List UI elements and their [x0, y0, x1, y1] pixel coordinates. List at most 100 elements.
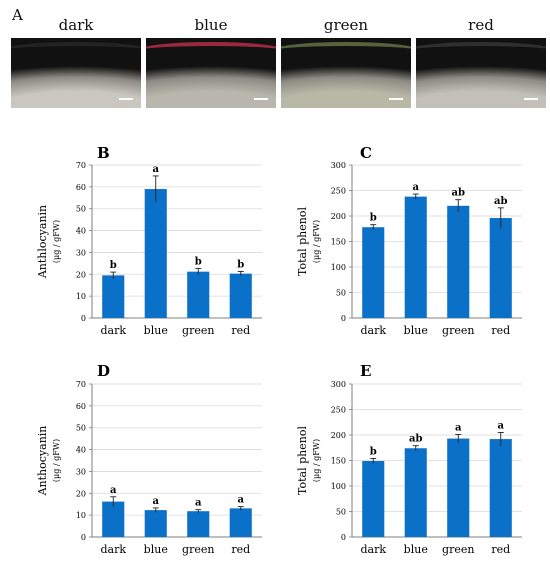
y-tick-label: 70 — [76, 380, 86, 389]
x-tick-label: dark — [100, 324, 126, 337]
y-tick-label: 50 — [76, 205, 86, 214]
y-tick-label: 70 — [76, 161, 86, 170]
x-tick-label: dark — [100, 543, 126, 556]
significance-letter: a — [110, 485, 117, 496]
y-axis-unit: (μg / gFW) — [312, 220, 321, 263]
photo-dark — [11, 38, 141, 108]
significance-letter: b — [370, 213, 377, 224]
y-tick-label: 40 — [76, 446, 86, 455]
x-tick-label: dark — [360, 324, 386, 337]
significance-letter: a — [238, 495, 245, 506]
bar-dark — [362, 461, 385, 537]
photo-label-dark: dark — [58, 16, 94, 34]
significance-letter: a — [455, 422, 462, 433]
y-tick-label: 40 — [76, 227, 86, 236]
bar-green — [447, 438, 470, 537]
panel-label-c: C — [360, 144, 372, 162]
panel-label-b: B — [97, 144, 110, 162]
y-tick-label: 50 — [76, 424, 86, 433]
panel-label-a: A — [12, 6, 23, 24]
bar-red — [489, 439, 512, 537]
surface-rim — [146, 42, 276, 60]
bar-blue — [144, 189, 167, 318]
photo-green — [281, 38, 411, 108]
x-tick-label: red — [491, 543, 510, 556]
y-tick-label: 10 — [76, 511, 86, 520]
y-tick-label: 150 — [331, 457, 346, 466]
y-tick-label: 200 — [331, 212, 346, 221]
scale-bar — [254, 98, 268, 100]
significance-letter: ab — [494, 196, 507, 207]
significance-letter: b — [370, 446, 377, 457]
bar-red — [229, 508, 252, 537]
x-tick-label: red — [231, 324, 250, 337]
y-axis-unit: (μg / gFW) — [52, 220, 61, 263]
y-tick-label: 100 — [331, 263, 346, 272]
x-tick-label: green — [442, 324, 474, 337]
significance-letter: ab — [409, 434, 422, 445]
y-axis-label: Total phenol — [296, 207, 309, 276]
significance-letter: ab — [452, 188, 465, 199]
significance-letter: b — [237, 259, 244, 270]
y-tick-label: 50 — [336, 289, 346, 298]
y-tick-label: 0 — [341, 533, 346, 542]
y-tick-label: 100 — [331, 482, 346, 491]
y-tick-label: 20 — [76, 489, 86, 498]
y-axis-unit: (μg / gFW) — [312, 439, 321, 482]
x-tick-label: blue — [144, 543, 168, 556]
photo-label-blue: blue — [194, 16, 228, 34]
x-tick-label: blue — [404, 543, 428, 556]
y-tick-label: 10 — [76, 292, 86, 301]
scale-bar — [389, 98, 403, 100]
x-tick-label: blue — [144, 324, 168, 337]
bar-blue — [404, 448, 427, 537]
surface-rim — [11, 42, 141, 60]
panel-label-e: E — [360, 362, 371, 380]
bar-dark — [102, 501, 125, 537]
y-tick-label: 250 — [331, 406, 346, 415]
bar-green — [187, 511, 210, 537]
photo-label-red: red — [468, 16, 494, 34]
y-tick-label: 300 — [331, 380, 346, 389]
y-axis-label: Anthlocyanin — [36, 205, 49, 279]
significance-letter: a — [498, 420, 505, 431]
y-tick-label: 0 — [81, 533, 86, 542]
bar-green — [187, 271, 210, 318]
bar-red — [229, 273, 252, 318]
bar-red — [489, 218, 512, 318]
bar-dark — [362, 227, 385, 318]
bar-green — [447, 205, 470, 318]
bar-blue — [144, 510, 167, 537]
significance-letter: a — [153, 496, 160, 507]
y-axis-label: Total phenol — [296, 426, 309, 495]
y-tick-label: 60 — [76, 183, 86, 192]
significance-letter: a — [153, 164, 160, 175]
y-tick-label: 250 — [331, 187, 346, 196]
x-tick-label: blue — [404, 324, 428, 337]
y-axis-label: Anthocyanin — [36, 426, 49, 497]
x-tick-label: green — [182, 324, 214, 337]
panel-label-d: D — [97, 362, 110, 380]
y-axis-unit: (μg / gFW) — [52, 439, 61, 482]
x-tick-label: red — [231, 543, 250, 556]
scale-bar — [119, 98, 133, 100]
surface-rim — [281, 42, 411, 60]
photo-blue — [146, 38, 276, 108]
photo-red — [416, 38, 546, 108]
x-tick-label: green — [442, 543, 474, 556]
y-tick-label: 200 — [331, 431, 346, 440]
y-tick-label: 60 — [76, 402, 86, 411]
surface-rim — [416, 42, 546, 60]
photo-label-green: green — [323, 16, 369, 34]
bar-blue — [404, 196, 427, 318]
significance-letter: b — [195, 256, 202, 267]
y-tick-label: 50 — [336, 508, 346, 517]
y-tick-label: 0 — [81, 314, 86, 323]
y-tick-label: 0 — [341, 314, 346, 323]
y-tick-label: 30 — [76, 467, 86, 476]
x-tick-label: green — [182, 543, 214, 556]
bar-dark — [102, 275, 125, 318]
y-tick-label: 20 — [76, 270, 86, 279]
scale-bar — [524, 98, 538, 100]
